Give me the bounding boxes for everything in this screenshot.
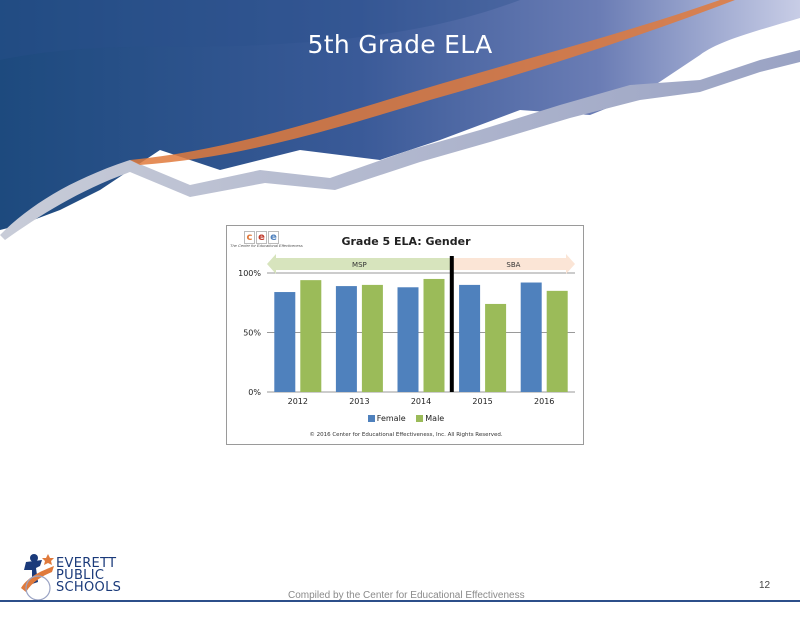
bar-male-2016	[546, 290, 568, 392]
logo-line-3: SCHOOLS	[56, 580, 122, 595]
legend-swatch-female	[367, 415, 375, 422]
footer-divider	[0, 600, 800, 602]
chart-copyright: © 2016 Center for Educational Effectiven…	[309, 432, 503, 438]
cee-letter-c: c	[244, 231, 255, 244]
everett-logo: EVERETT PUBLIC SCHOOLS	[18, 548, 138, 600]
cee-letter-e2: e	[268, 231, 279, 244]
header-background	[0, 0, 800, 240]
logo-text: EVERETT PUBLIC SCHOOLS	[56, 556, 122, 595]
period-label-sba: SBA	[506, 261, 520, 269]
logo-line-2: PUBLIC	[56, 568, 105, 583]
bar-female-2012	[274, 292, 296, 392]
bar-male-2015	[485, 303, 507, 392]
legend-item-female: Female	[367, 414, 406, 423]
period-label-msp: MSP	[352, 261, 367, 269]
cee-letter-e1: e	[256, 231, 267, 244]
bar-female-2014	[397, 287, 419, 392]
period-arrow-msp	[267, 254, 452, 274]
logo-line-1: EVERETT	[56, 556, 117, 571]
y-tick-label-2: 100%	[238, 269, 261, 278]
slide-title: 5th Grade ELA	[307, 30, 493, 59]
bar-female-2016	[520, 282, 542, 392]
legend-label-male: Male	[425, 414, 445, 423]
x-tick-label-2012: 2012	[288, 397, 308, 406]
bar-female-2015	[459, 284, 481, 392]
bar-male-2013	[361, 284, 383, 392]
bar-male-2012	[300, 280, 322, 392]
logo-figure-icon	[21, 554, 54, 600]
y-tick-label-0: 0%	[248, 388, 261, 397]
footer-credit: Compiled by the Center for Educational E…	[288, 590, 525, 601]
x-tick-label-2013: 2013	[349, 397, 369, 406]
legend-label-female: Female	[376, 414, 406, 423]
bar-female-2013	[335, 286, 357, 392]
legend-swatch-male	[416, 415, 424, 422]
page-number: 12	[759, 580, 771, 591]
period-arrow-sba	[451, 254, 575, 274]
x-tick-label-2015: 2015	[472, 397, 492, 406]
chart-title: Grade 5 ELA: Gender	[341, 235, 471, 248]
chart-legend: Female Male	[227, 414, 585, 423]
bar-chart: 0% 50% 100% MSP SBA 2012 2013 2014 2015 2016	[238, 254, 575, 406]
y-tick-label-1: 50%	[243, 329, 261, 338]
cee-logo-subtitle: The Center for Educational Effectiveness	[230, 243, 303, 248]
bar-male-2014	[423, 278, 445, 392]
legend-item-male: Male	[416, 414, 444, 423]
x-tick-label-2014: 2014	[411, 397, 431, 406]
x-tick-label-2016: 2016	[534, 397, 554, 406]
